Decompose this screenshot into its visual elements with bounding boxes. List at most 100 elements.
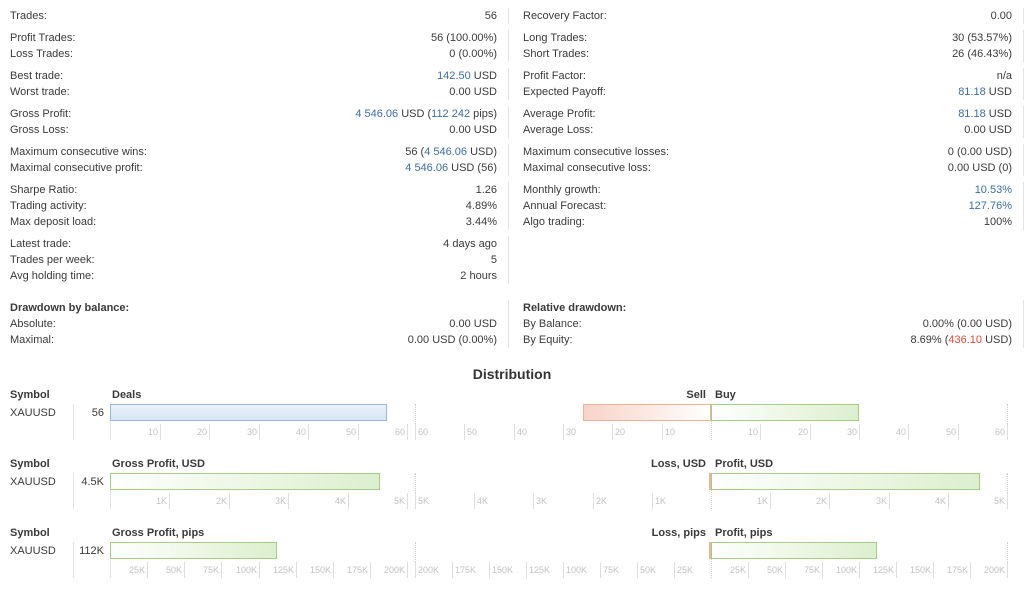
- profit-pips-header: Profit, pips: [715, 527, 773, 539]
- stat-label: Trading activity:: [10, 200, 87, 212]
- stat-label: Recovery Factor:: [523, 10, 607, 22]
- axis-tick: [169, 493, 170, 509]
- value-part: USD: [985, 86, 1012, 98]
- stat-value: n/a: [997, 68, 1012, 84]
- axis-tick: [612, 424, 613, 440]
- axis-tick-label: 10: [665, 427, 676, 437]
- value-part: 4 546.06: [405, 162, 449, 174]
- stat-group: Long Trades: 30 (53.57%) Short Trades: 26 (…: [523, 30, 1024, 62]
- value-part: 56 (100.00%): [430, 32, 497, 44]
- value-part: 3.44%: [465, 216, 497, 228]
- stat-group: Sharpe Ratio: 1.26 Trading activity: 4.89% M…: [10, 182, 509, 230]
- stat-label: Maximal:: [10, 334, 55, 346]
- value-part: 436.10: [948, 334, 983, 346]
- stat-value: 30 (53.57%): [952, 30, 1012, 46]
- stat-row-relative-drawdown: Relative drawdown:: [523, 300, 1012, 316]
- value-part: 0 (0.00%): [449, 48, 497, 60]
- stat-value: 0.00 USD (0): [948, 160, 1012, 176]
- profit-usd-header: Profit, USD: [715, 458, 774, 470]
- stat-row-algo-trading: Algo trading: 100%: [523, 214, 1012, 230]
- axis-tick-label: 175K: [346, 565, 368, 575]
- stat-row-average-profit: Average Profit: 81.18 USD: [523, 106, 1012, 122]
- stat-row-drawdown-by-balance: Drawdown by balance:: [10, 300, 497, 316]
- symbol-label: XAUUSD: [10, 545, 56, 557]
- value-part: USD: [470, 70, 497, 82]
- axis-tick: [933, 562, 934, 578]
- value-part: 56: [484, 10, 497, 22]
- stat-label: Monthly growth:: [523, 184, 601, 196]
- symbol-column-header: Symbol: [10, 389, 50, 401]
- axis-tick: [259, 562, 260, 578]
- axis-tick-label: 10: [147, 427, 158, 437]
- axis-tick-label: 100K: [835, 565, 857, 575]
- axis-guide-line: [415, 542, 416, 578]
- axis-tick: [908, 424, 909, 440]
- loss-usd-header: Loss, USD: [650, 458, 706, 470]
- distribution-row-deals: Symbol Deals Sell Buy XAUUSD 56 10 20 30 40 50 60 10…: [0, 388, 1024, 457]
- axis-tick: [970, 562, 971, 578]
- value-part: 81.18: [958, 86, 986, 98]
- axis-tick: [1007, 493, 1008, 509]
- axis-tick-label: 2K: [596, 496, 608, 506]
- stat-label: Absolute:: [10, 318, 56, 330]
- value-part: 4 days ago: [443, 238, 497, 250]
- value-part: USD (56): [448, 162, 497, 174]
- stats-right-column: Recovery Factor: 0.00 Long Trades: 30 (53.5…: [509, 8, 1024, 354]
- axis-tick: [760, 424, 761, 440]
- stat-row-maximal-consecutive-loss: Maximal consecutive loss: 0.00 USD (0): [523, 160, 1012, 176]
- stat-row-by-balance: By Balance: 0.00% (0.00 USD): [523, 316, 1012, 332]
- stat-label: By Balance:: [523, 318, 582, 330]
- axis-guide-line: [1007, 542, 1008, 578]
- stat-group: Profit Trades: 56 (100.00%) Loss Trades: 0 …: [10, 30, 509, 62]
- stat-group: Latest trade: 4 days ago Trades per week: 5…: [10, 236, 509, 284]
- axis-tick-label: 60: [418, 427, 429, 437]
- value-part: 2 hours: [460, 270, 497, 282]
- axis-tick: [859, 562, 860, 578]
- stat-value: 4 days ago: [443, 236, 497, 252]
- axis-tick-label: 125K: [272, 565, 294, 575]
- loss-pips-bar: [709, 542, 711, 559]
- axis-tick-label: 5K: [993, 496, 1005, 506]
- sell-header: Sell: [686, 389, 706, 401]
- stat-label: Average Loss:: [523, 124, 594, 136]
- axis-guide-line: [1007, 404, 1008, 440]
- axis-tick-label: 20: [615, 427, 626, 437]
- value-part: 4 546.06: [424, 146, 468, 158]
- value-part: 5: [490, 254, 497, 266]
- axis-guide-line: [110, 404, 111, 440]
- gross-profit-pips-bar: [110, 542, 277, 559]
- axis-tick: [415, 424, 416, 440]
- stat-value: 0.00 USD: [449, 316, 497, 332]
- axis-tick-label: 20: [196, 427, 207, 437]
- stat-value: 81.18 USD: [958, 106, 1012, 122]
- value-part: 0.00 USD: [449, 124, 497, 136]
- value-part: 112 242: [431, 108, 471, 120]
- stat-label: Maximum consecutive losses:: [523, 146, 670, 158]
- stat-row-gross-loss: Gross Loss: 0.00 USD: [10, 122, 497, 138]
- stat-group: Average Profit: 81.18 USD Average Loss: 0.0…: [523, 106, 1024, 138]
- value-part: USD): [467, 146, 497, 158]
- stat-value: 5: [491, 252, 497, 268]
- axis-tick-label: 125K: [872, 565, 894, 575]
- axis-tick-label: 2K: [815, 496, 827, 506]
- axis-tick-label: 1K: [155, 496, 167, 506]
- stat-group-spacer: [523, 236, 1024, 284]
- stat-row-maximal: Maximal: 0.00 USD (0.00%): [10, 332, 497, 348]
- stat-row-maximum-consecutive-wins: Maximum consecutive wins: 56 (4 546.06 US…: [10, 144, 497, 160]
- axis-tick: [637, 562, 638, 578]
- value-part: USD (: [398, 108, 432, 120]
- stat-row-trades: Trades: 56: [10, 8, 497, 24]
- axis-tick-label: 50: [945, 427, 956, 437]
- axis-tick: [563, 424, 564, 440]
- axis-tick-label: 25K: [128, 565, 145, 575]
- axis-tick-label: 4K: [934, 496, 946, 506]
- stat-label: Trades:: [10, 10, 47, 22]
- axis-tick-label: 30: [246, 427, 257, 437]
- axis-tick: [221, 562, 222, 578]
- axis-tick-label: 150K: [492, 565, 514, 575]
- value-part: 0.00 USD (0): [947, 162, 1012, 174]
- axis-tick: [474, 493, 475, 509]
- axis-tick-label: 1K: [655, 496, 667, 506]
- stat-label: Gross Loss:: [10, 124, 69, 136]
